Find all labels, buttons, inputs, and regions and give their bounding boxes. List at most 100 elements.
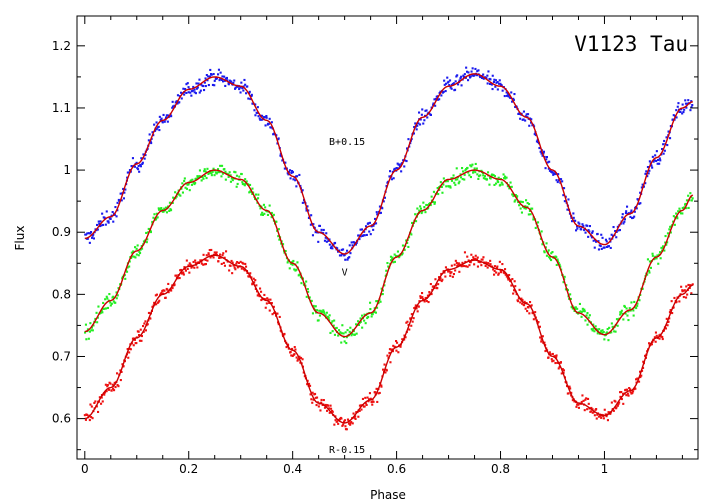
data-point (250, 94, 253, 97)
data-point (461, 261, 464, 264)
data-point (346, 249, 349, 252)
data-point (550, 358, 553, 361)
data-point (462, 74, 465, 77)
data-point (419, 295, 422, 298)
data-point (646, 273, 649, 276)
data-point (335, 326, 338, 329)
data-point (132, 250, 135, 253)
data-point (185, 91, 188, 94)
data-point (526, 310, 529, 313)
data-point (270, 121, 273, 124)
data-point (562, 194, 565, 197)
data-point (449, 185, 452, 188)
data-point (210, 73, 213, 76)
data-point (521, 302, 524, 305)
data-point (267, 122, 270, 125)
data-point (342, 332, 345, 335)
data-point (359, 320, 362, 323)
data-point (291, 170, 294, 173)
data-point (141, 162, 144, 165)
data-point (398, 163, 401, 166)
data-point (688, 199, 691, 202)
data-point (180, 91, 183, 94)
data-point (153, 301, 156, 304)
data-point (91, 236, 94, 239)
data-point (282, 243, 285, 246)
data-point (372, 224, 375, 227)
data-point (86, 328, 89, 331)
data-point (567, 198, 570, 201)
data-point (234, 86, 237, 89)
data-point (195, 87, 198, 90)
data-point (641, 369, 644, 372)
data-point (155, 128, 158, 131)
y-tick-label: 0.8 (52, 287, 71, 301)
data-point (179, 194, 182, 197)
data-point (401, 252, 404, 255)
data-point (311, 312, 314, 315)
data-point (587, 229, 590, 232)
data-point (130, 165, 133, 168)
data-point (527, 213, 530, 216)
data-point (197, 82, 200, 85)
data-point (140, 335, 143, 338)
data-point (423, 206, 426, 209)
data-point (445, 82, 448, 85)
data-point (186, 82, 189, 85)
data-point (381, 289, 384, 292)
data-point (683, 206, 686, 209)
data-point (183, 266, 186, 269)
data-point (492, 174, 495, 177)
data-point (639, 376, 642, 379)
data-point (404, 336, 407, 339)
data-point (154, 218, 157, 221)
data-point (309, 393, 312, 396)
data-point (386, 262, 389, 265)
data-point (119, 369, 122, 372)
data-point (355, 332, 358, 335)
data-point (459, 77, 462, 80)
data-point (520, 297, 523, 300)
data-point (455, 167, 458, 170)
data-point (149, 317, 152, 320)
data-point (506, 277, 509, 280)
data-point (239, 91, 242, 94)
data-point (645, 170, 648, 173)
data-point (406, 241, 409, 244)
data-point (557, 173, 560, 176)
data-point (524, 207, 527, 210)
data-point (662, 245, 665, 248)
data-point (444, 266, 447, 269)
data-point (437, 193, 440, 196)
data-point (651, 155, 654, 158)
data-point (491, 74, 494, 77)
data-point (242, 268, 245, 271)
data-point (217, 260, 220, 263)
data-point (448, 84, 451, 87)
data-point (558, 365, 561, 368)
data-point (633, 215, 636, 218)
data-point (627, 319, 630, 322)
data-point (336, 247, 339, 250)
data-point (670, 300, 673, 303)
data-point (471, 163, 474, 166)
data-point (272, 305, 275, 308)
data-point (308, 382, 311, 385)
data-point (277, 137, 280, 140)
data-point (632, 314, 635, 317)
data-point (467, 71, 470, 74)
data-point (623, 218, 626, 221)
data-point (611, 325, 614, 328)
data-point (158, 129, 161, 132)
data-point (493, 175, 496, 178)
data-point (537, 141, 540, 144)
data-point (454, 80, 457, 83)
data-point (576, 227, 579, 230)
x-tick-label: 0.8 (491, 462, 510, 476)
data-point (479, 174, 482, 177)
data-point (403, 334, 406, 337)
data-point (469, 75, 472, 78)
data-point (284, 250, 287, 253)
data-point (193, 88, 196, 91)
data-point (473, 167, 476, 170)
